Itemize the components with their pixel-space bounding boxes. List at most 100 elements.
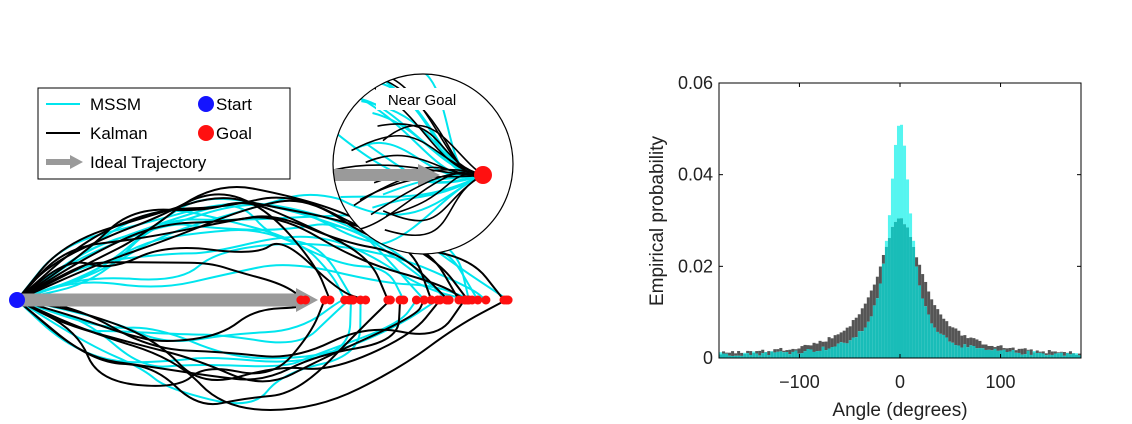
- mssm-bar: [906, 179, 910, 228]
- kalman-bar: [1020, 348, 1024, 355]
- overlap-bar: [806, 349, 810, 358]
- overlap-bar: [764, 352, 768, 358]
- kalman-bar: [788, 349, 792, 355]
- x-tick-label: 0: [895, 372, 905, 392]
- overlap-bar: [845, 343, 849, 358]
- overlap-bar: [1035, 352, 1039, 358]
- mssm-bar: [909, 213, 913, 238]
- overlap-bar: [1029, 354, 1033, 358]
- legend-goal-marker: [198, 125, 214, 141]
- mssm-bar: [912, 240, 916, 247]
- overlap-bar: [1041, 353, 1045, 358]
- kalman-bar: [800, 346, 804, 354]
- kalman-bar: [803, 344, 807, 352]
- kalman-bar: [758, 350, 762, 356]
- overlap-bar: [725, 353, 729, 358]
- overlap-bar: [833, 346, 837, 358]
- kalman-bar: [1068, 351, 1072, 355]
- kalman-bar: [1077, 353, 1081, 356]
- overlap-bar: [924, 306, 928, 358]
- kalman-bar: [1011, 347, 1015, 351]
- kalman-bar: [728, 352, 732, 356]
- overlap-bar: [1014, 352, 1018, 358]
- overlap-bar: [812, 351, 816, 358]
- kalman-bar: [737, 350, 741, 356]
- kalman-bar: [791, 348, 795, 352]
- kalman-bar: [806, 345, 810, 350]
- goal-marker: [411, 295, 421, 305]
- overlap-bar: [975, 348, 979, 358]
- goal-markers: [296, 295, 513, 305]
- overlap-bar: [930, 323, 934, 358]
- kalman-bar: [960, 335, 964, 348]
- overlap-bar: [860, 331, 864, 358]
- kalman-bar: [749, 351, 753, 355]
- overlap-bar: [1023, 354, 1027, 358]
- overlap-bar: [758, 355, 762, 358]
- overlap-bar: [921, 298, 925, 358]
- overlap-bar: [785, 352, 789, 358]
- goal-marker: [395, 295, 405, 305]
- overlap-bar: [1071, 353, 1075, 358]
- kalman-bar: [1053, 351, 1057, 354]
- inset-kalman-trajectory: [351, 134, 484, 176]
- kalman-bar: [773, 349, 777, 353]
- kalman-trajectory: [16, 242, 367, 301]
- overlap-bar: [1056, 353, 1060, 358]
- overlap-bar: [966, 347, 970, 358]
- kalman-bar: [987, 345, 991, 350]
- overlap-bar: [1020, 354, 1024, 358]
- mssm-bar: [890, 178, 894, 227]
- kalman-bar: [857, 314, 861, 332]
- overlap-bar: [900, 218, 904, 358]
- overlap-bar: [767, 355, 771, 358]
- legend-ideal-arrowhead: [70, 155, 83, 169]
- mssm-bar: [1032, 351, 1036, 353]
- overlap-bar: [918, 285, 922, 358]
- kalman-bar: [836, 334, 840, 344]
- kalman-bar: [957, 330, 961, 346]
- trajectory-lines: [16, 186, 510, 412]
- y-tick-label: 0: [703, 348, 713, 368]
- overlap-bar: [942, 334, 946, 358]
- goal-marker: [435, 295, 445, 305]
- overlap-bar: [770, 351, 774, 358]
- overlap-bar: [815, 351, 819, 358]
- kalman-trajectory: [16, 299, 466, 358]
- overlap-bar: [800, 353, 804, 358]
- mssm-trajectory: [16, 242, 487, 302]
- legend: MSSM Kalman Ideal Trajectory Start Goal: [37, 87, 291, 180]
- kalman-bar: [1017, 348, 1021, 353]
- kalman-bar: [809, 345, 813, 350]
- overlap-bar: [851, 337, 855, 358]
- kalman-bar: [1026, 349, 1030, 351]
- kalman-bar: [927, 291, 931, 315]
- kalman-bar: [776, 349, 780, 352]
- overlap-bar: [776, 351, 780, 358]
- kalman-bar: [945, 321, 949, 338]
- overlap-bar: [803, 351, 807, 358]
- overlap-bar: [915, 266, 919, 358]
- kalman-bar: [1005, 348, 1009, 352]
- overlap-bar: [1044, 355, 1048, 358]
- overlap-bar: [752, 353, 756, 358]
- overlap-bar: [1074, 354, 1078, 358]
- mssm-bar: [752, 351, 756, 354]
- kalman-bar: [779, 347, 783, 352]
- kalman-bar: [984, 344, 988, 350]
- overlap-bar: [740, 355, 744, 358]
- overlap-bar: [866, 321, 870, 358]
- overlap-bar: [854, 337, 858, 358]
- kalman-bar: [963, 335, 967, 345]
- overlap-bar: [791, 351, 795, 358]
- overlap-bar: [827, 348, 831, 358]
- kalman-bar: [878, 266, 882, 284]
- kalman-bar: [740, 352, 744, 356]
- overlap-bar: [890, 226, 894, 358]
- kalman-bar: [812, 342, 816, 352]
- inset-kalman-trajectory: [365, 154, 484, 177]
- overlap-bar: [809, 349, 813, 358]
- mssm-bar: [884, 240, 888, 247]
- kalman-bar: [794, 349, 798, 351]
- overlap-bar: [987, 349, 991, 358]
